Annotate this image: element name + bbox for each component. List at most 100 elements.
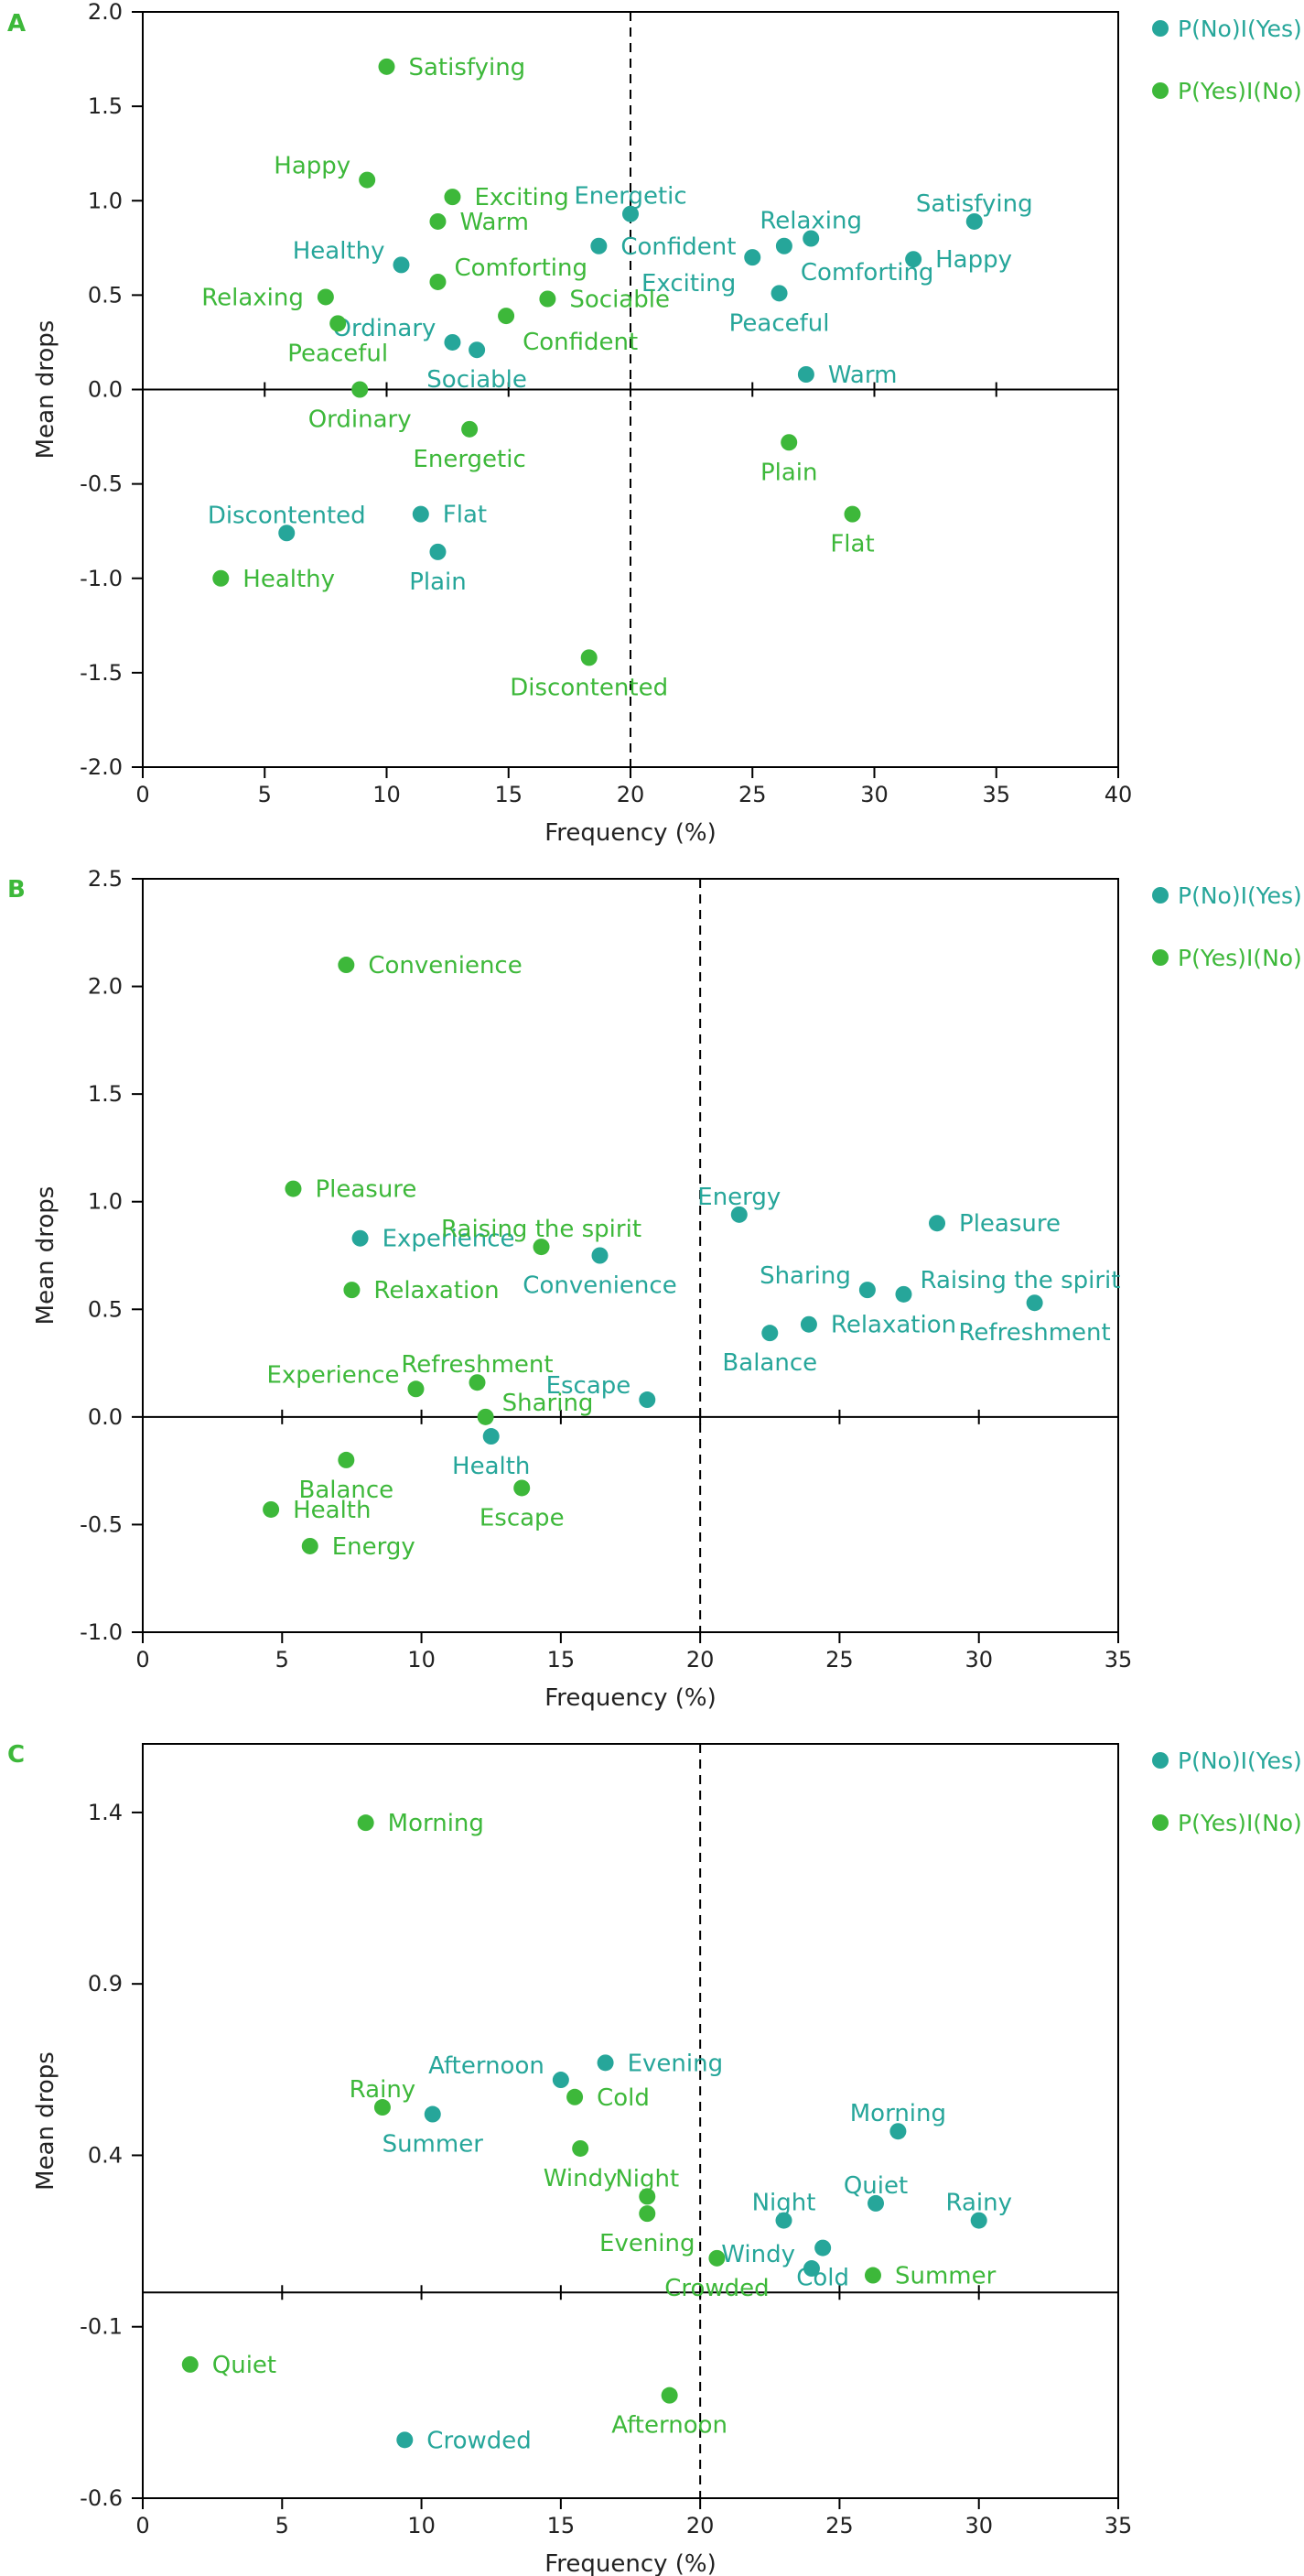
y-tick-label: -0.6 bbox=[80, 2485, 123, 2511]
data-point bbox=[800, 1315, 817, 1333]
y-tick-label: 0.5 bbox=[88, 282, 123, 308]
legend-marker bbox=[1152, 887, 1169, 904]
data-point bbox=[351, 1229, 369, 1247]
data-point bbox=[580, 649, 598, 666]
x-tick-label: 0 bbox=[135, 782, 149, 807]
y-tick-label: -1.0 bbox=[80, 1619, 123, 1645]
data-point bbox=[317, 288, 334, 306]
data-point bbox=[858, 1282, 876, 1299]
data-point bbox=[469, 341, 486, 359]
data-point bbox=[775, 2212, 792, 2229]
data-point bbox=[351, 381, 369, 398]
panel-a: A 0 5 10 15 20 25 30 35 40 -2.0 -1.5 -1.0 -0.5 0.0 0.5 1… bbox=[7, 0, 1302, 847]
point-label: Convenience bbox=[368, 952, 522, 980]
data-point bbox=[639, 1391, 656, 1409]
x-tick-label: 15 bbox=[547, 1647, 576, 1672]
point-label: Happy bbox=[935, 246, 1012, 274]
point-label: Comforting bbox=[454, 254, 587, 282]
x-tick-label: 35 bbox=[1105, 1647, 1133, 1672]
y-tick-label: 2.5 bbox=[88, 866, 123, 892]
x-tick-label: 10 bbox=[407, 1647, 436, 1672]
point-label: Convenience bbox=[523, 1272, 676, 1300]
y-tick-label: 2.0 bbox=[88, 974, 123, 1000]
data-point bbox=[338, 957, 355, 974]
data-point bbox=[708, 2249, 726, 2267]
point-label: Evening bbox=[599, 2230, 695, 2257]
point-label: Summer bbox=[383, 2131, 484, 2159]
y-tick-label: 0.9 bbox=[88, 1971, 123, 1997]
y-tick-label: -0.5 bbox=[80, 1511, 123, 1537]
point-label: Morning bbox=[850, 2100, 946, 2127]
data-point bbox=[461, 420, 479, 438]
point-label: Sociable bbox=[569, 287, 670, 314]
point-label: Discontented bbox=[510, 674, 668, 701]
y-tick-label: 0.0 bbox=[88, 377, 123, 403]
point-label: Confident bbox=[523, 329, 638, 356]
point-label: Happy bbox=[274, 153, 350, 180]
data-point bbox=[622, 205, 639, 222]
x-tick-label: 25 bbox=[825, 2513, 854, 2538]
x-tick-label: 30 bbox=[965, 2513, 993, 2538]
y-axis-title: Mean drops bbox=[32, 2051, 59, 2191]
y-tick-label: 1.5 bbox=[88, 1081, 123, 1107]
x-tick-label: 30 bbox=[860, 782, 889, 807]
x-tick-label: 25 bbox=[825, 1647, 854, 1672]
data-point bbox=[301, 1537, 318, 1554]
point-label: Plain bbox=[760, 459, 818, 486]
point-label: Healthy bbox=[293, 237, 385, 265]
x-tick-label: 10 bbox=[372, 782, 401, 807]
y-tick-label: 0.4 bbox=[88, 2142, 123, 2168]
legend-label: P(No)I(Yes) bbox=[1178, 16, 1302, 42]
data-point bbox=[482, 1428, 500, 1445]
x-tick-label: 25 bbox=[738, 782, 767, 807]
point-label: Energy bbox=[332, 1533, 415, 1561]
data-point bbox=[412, 505, 429, 523]
panel-label: B bbox=[7, 876, 26, 904]
data-point bbox=[444, 333, 461, 351]
data-point bbox=[929, 1215, 946, 1232]
data-point bbox=[407, 1380, 425, 1398]
data-point bbox=[263, 1500, 280, 1518]
point-label: Energy bbox=[697, 1184, 781, 1211]
data-point bbox=[572, 2139, 589, 2157]
point-label: Afternoon bbox=[611, 2412, 727, 2440]
plot-frame bbox=[142, 1743, 1119, 2499]
y-tick-label: 1.0 bbox=[88, 188, 123, 213]
y-tick-label: -0.5 bbox=[80, 471, 123, 497]
y-tick-label: 2.0 bbox=[88, 0, 123, 25]
point-label: Exciting bbox=[474, 184, 568, 211]
data-point bbox=[444, 189, 461, 206]
x-tick-label: 10 bbox=[407, 2513, 436, 2538]
y-tick-label: 0.0 bbox=[88, 1404, 123, 1430]
data-point bbox=[396, 2431, 414, 2449]
point-label: Healthy bbox=[242, 566, 335, 593]
point-label: Exciting bbox=[641, 270, 736, 298]
point-label: Quiet bbox=[844, 2172, 908, 2200]
data-point bbox=[539, 290, 556, 308]
legend-label: P(Yes)I(No) bbox=[1178, 945, 1302, 971]
data-point bbox=[597, 2054, 614, 2072]
point-label: Afternoon bbox=[428, 2052, 544, 2080]
data-point bbox=[552, 2072, 569, 2089]
y-axis-title: Mean drops bbox=[32, 320, 59, 460]
y-axis-title: Mean drops bbox=[32, 1186, 59, 1326]
point-label: Rainy bbox=[350, 2076, 416, 2104]
legend-marker bbox=[1152, 949, 1169, 966]
data-point bbox=[513, 1479, 531, 1497]
x-tick-label: 40 bbox=[1105, 782, 1133, 807]
data-point bbox=[343, 1282, 361, 1299]
legend-marker bbox=[1152, 1752, 1169, 1769]
data-point bbox=[889, 2123, 907, 2140]
data-point bbox=[864, 2267, 881, 2284]
point-label: Sharing bbox=[502, 1390, 594, 1417]
point-label: Experience bbox=[266, 1361, 399, 1389]
point-label: Raising the spirit bbox=[920, 1267, 1120, 1294]
point-label: Ordinary bbox=[308, 406, 412, 434]
data-point bbox=[359, 171, 376, 189]
point-label: Night bbox=[752, 2190, 816, 2217]
point-label: Energetic bbox=[574, 183, 686, 211]
data-point bbox=[566, 2088, 584, 2105]
point-label: Discontented bbox=[208, 502, 366, 529]
data-point bbox=[895, 1285, 912, 1303]
